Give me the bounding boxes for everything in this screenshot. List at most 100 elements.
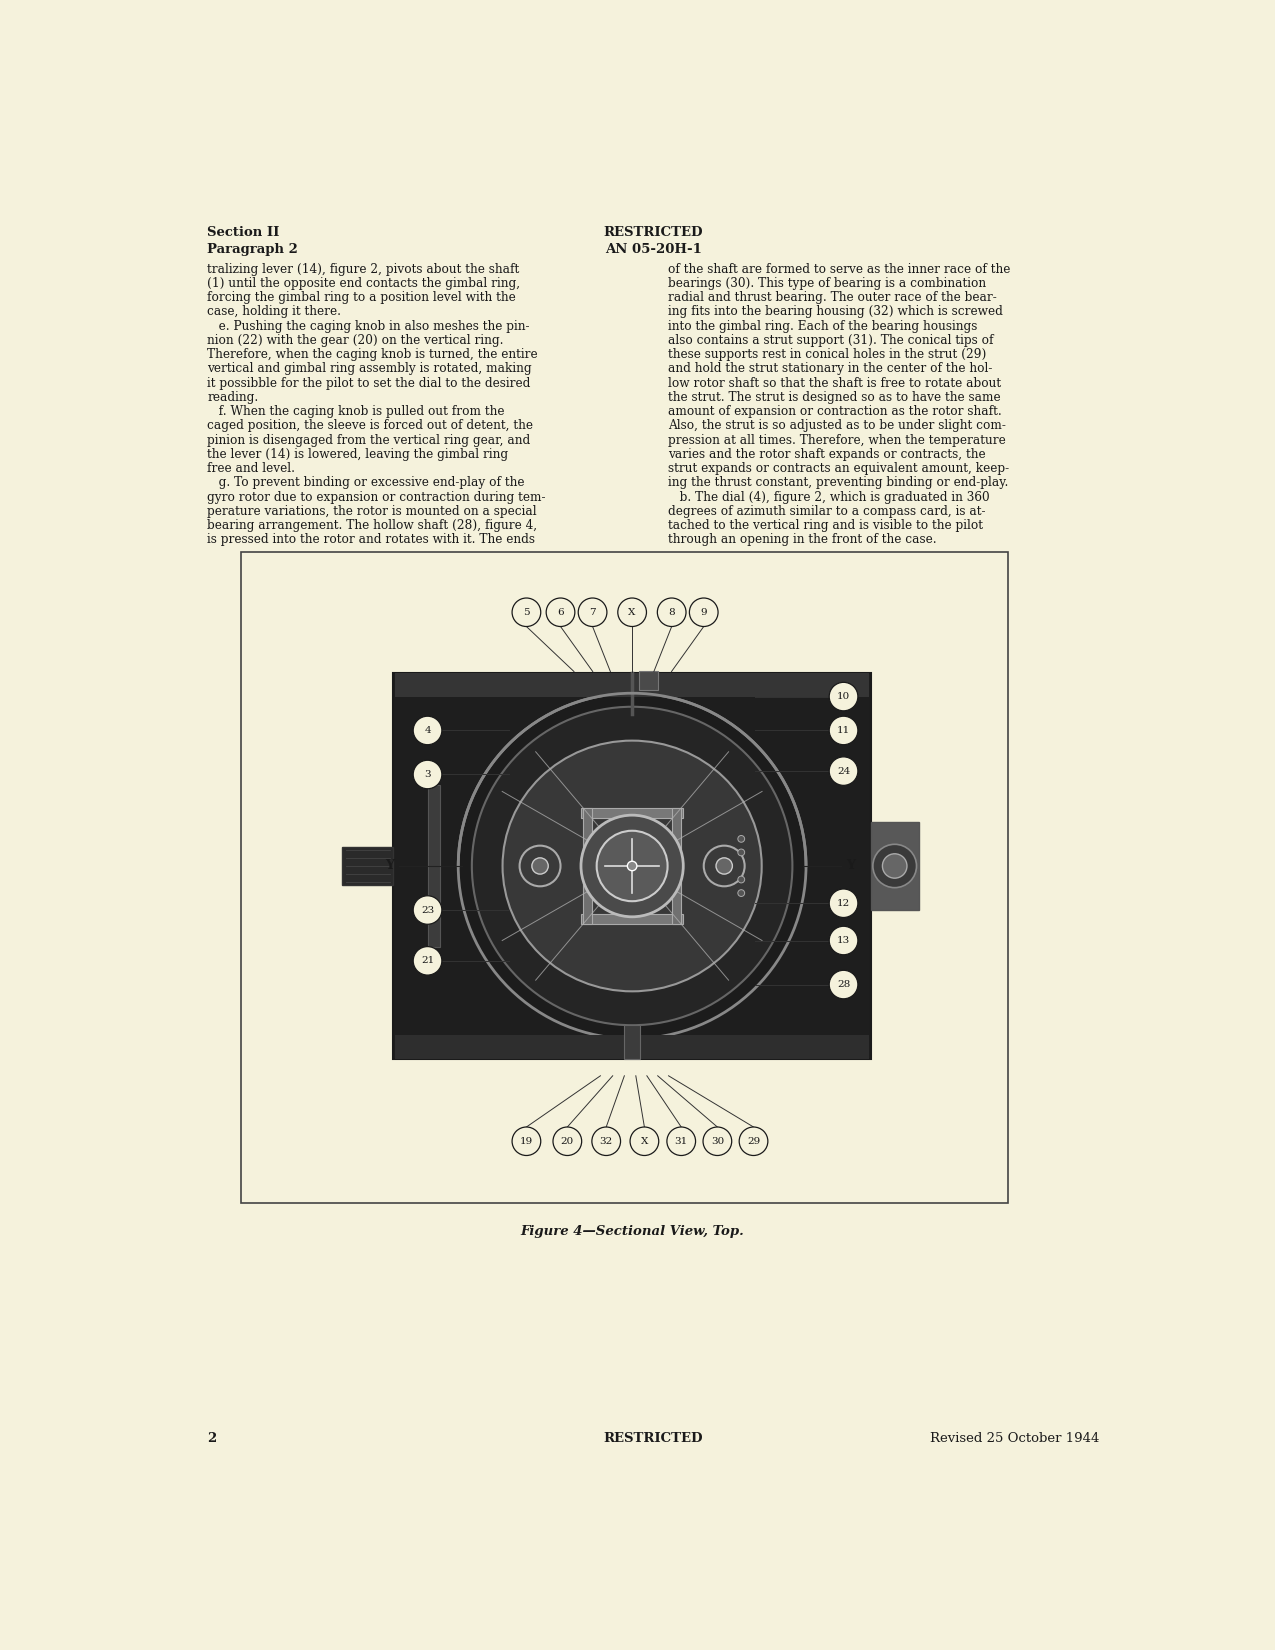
Circle shape	[829, 716, 858, 744]
Text: 11: 11	[836, 726, 850, 734]
Text: 24: 24	[836, 767, 850, 775]
FancyBboxPatch shape	[581, 914, 683, 924]
FancyBboxPatch shape	[639, 672, 658, 690]
Text: 13: 13	[836, 936, 850, 945]
Circle shape	[472, 706, 792, 1025]
FancyBboxPatch shape	[623, 1025, 640, 1059]
Text: of the shaft are formed to serve as the inner race of the: of the shaft are formed to serve as the …	[668, 262, 1011, 276]
Text: Section II: Section II	[208, 226, 279, 239]
Circle shape	[658, 597, 686, 627]
Circle shape	[829, 970, 858, 998]
Text: Figure 4—Sectional View, Top.: Figure 4—Sectional View, Top.	[520, 1226, 745, 1238]
Text: degrees of azimuth similar to a compass card, is at-: degrees of azimuth similar to a compass …	[668, 505, 986, 518]
Circle shape	[704, 846, 745, 886]
Text: pression at all times. Therefore, when the temperature: pression at all times. Therefore, when t…	[668, 434, 1006, 447]
Circle shape	[520, 846, 561, 886]
Text: radial and thrust bearing. The outer race of the bear-: radial and thrust bearing. The outer rac…	[668, 290, 997, 304]
Text: tralizing lever (14), figure 2, pivots about the shaft: tralizing lever (14), figure 2, pivots a…	[208, 262, 520, 276]
Text: these supports rest in conical holes in the strut (29): these supports rest in conical holes in …	[668, 348, 987, 361]
Text: 23: 23	[421, 906, 435, 914]
Text: X: X	[641, 1137, 648, 1145]
Circle shape	[413, 761, 442, 789]
Text: Revised 25 October 1944: Revised 25 October 1944	[929, 1432, 1099, 1444]
Text: reading.: reading.	[208, 391, 259, 404]
Text: b. The dial (4), figure 2, which is graduated in 360: b. The dial (4), figure 2, which is grad…	[668, 490, 989, 503]
Text: Y: Y	[845, 860, 854, 873]
Text: Y: Y	[385, 860, 394, 873]
Text: (1) until the opposite end contacts the gimbal ring,: (1) until the opposite end contacts the …	[208, 277, 520, 290]
FancyBboxPatch shape	[395, 1036, 870, 1059]
Text: ing fits into the bearing housing (32) which is screwed: ing fits into the bearing housing (32) w…	[668, 305, 1003, 318]
Text: 10: 10	[836, 691, 850, 701]
Text: amount of expansion or contraction as the rotor shaft.: amount of expansion or contraction as th…	[668, 406, 1002, 417]
Circle shape	[690, 597, 718, 627]
Circle shape	[829, 926, 858, 955]
Circle shape	[532, 858, 548, 874]
Text: 32: 32	[599, 1137, 613, 1145]
Text: 4: 4	[425, 726, 431, 734]
Text: 8: 8	[668, 607, 674, 617]
Circle shape	[513, 597, 541, 627]
Text: 9: 9	[700, 607, 708, 617]
Text: 7: 7	[589, 607, 595, 617]
Text: RESTRICTED: RESTRICTED	[603, 1432, 704, 1444]
Text: g. To prevent binding or excessive end-play of the: g. To prevent binding or excessive end-p…	[208, 477, 525, 490]
Text: Also, the strut is so adjusted as to be under slight com-: Also, the strut is so adjusted as to be …	[668, 419, 1006, 432]
Circle shape	[738, 850, 745, 856]
FancyBboxPatch shape	[427, 785, 440, 947]
Circle shape	[579, 597, 607, 627]
Circle shape	[592, 1127, 621, 1155]
Circle shape	[738, 876, 745, 883]
Text: into the gimbal ring. Each of the bearing housings: into the gimbal ring. Each of the bearin…	[668, 320, 978, 333]
Ellipse shape	[502, 741, 761, 992]
Circle shape	[413, 947, 442, 975]
FancyBboxPatch shape	[394, 673, 871, 1059]
Bar	[241, 553, 1009, 1203]
Circle shape	[618, 597, 646, 627]
Text: is pressed into the rotor and rotates with it. The ends: is pressed into the rotor and rotates wi…	[208, 533, 536, 546]
Circle shape	[738, 889, 745, 896]
Circle shape	[738, 835, 745, 842]
FancyBboxPatch shape	[342, 848, 394, 884]
FancyBboxPatch shape	[395, 673, 870, 696]
FancyBboxPatch shape	[583, 808, 592, 924]
Circle shape	[597, 830, 668, 901]
Circle shape	[882, 853, 907, 878]
Text: caged position, the sleeve is forced out of detent, the: caged position, the sleeve is forced out…	[208, 419, 533, 432]
Text: the lever (14) is lowered, leaving the gimbal ring: the lever (14) is lowered, leaving the g…	[208, 447, 509, 460]
Circle shape	[703, 1127, 732, 1155]
Text: varies and the rotor shaft expands or contracts, the: varies and the rotor shaft expands or co…	[668, 447, 986, 460]
Text: vertical and gimbal ring assembly is rotated, making: vertical and gimbal ring assembly is rot…	[208, 363, 532, 376]
Text: pinion is disengaged from the vertical ring gear, and: pinion is disengaged from the vertical r…	[208, 434, 530, 447]
FancyBboxPatch shape	[581, 808, 683, 818]
Text: 28: 28	[836, 980, 850, 988]
Circle shape	[667, 1127, 696, 1155]
Text: strut expands or contracts an equivalent amount, keep-: strut expands or contracts an equivalent…	[668, 462, 1010, 475]
Circle shape	[627, 861, 638, 871]
Text: it possibble for the pilot to set the dial to the desired: it possibble for the pilot to set the di…	[208, 376, 530, 389]
Text: 6: 6	[557, 607, 564, 617]
FancyBboxPatch shape	[672, 808, 681, 924]
Text: forcing the gimbal ring to a position level with the: forcing the gimbal ring to a position le…	[208, 290, 516, 304]
Circle shape	[740, 1127, 768, 1155]
Circle shape	[829, 683, 858, 711]
Circle shape	[413, 716, 442, 744]
Text: 31: 31	[674, 1137, 687, 1145]
Text: Therefore, when the caging knob is turned, the entire: Therefore, when the caging knob is turne…	[208, 348, 538, 361]
Text: bearings (30). This type of bearing is a combination: bearings (30). This type of bearing is a…	[668, 277, 987, 290]
FancyBboxPatch shape	[871, 822, 918, 911]
Text: 5: 5	[523, 607, 529, 617]
Text: tached to the vertical ring and is visible to the pilot: tached to the vertical ring and is visib…	[668, 520, 983, 531]
Text: X: X	[629, 607, 636, 617]
Text: gyro rotor due to expansion or contraction during tem-: gyro rotor due to expansion or contracti…	[208, 490, 546, 503]
Text: 29: 29	[747, 1137, 760, 1145]
Text: RESTRICTED: RESTRICTED	[603, 226, 704, 239]
Circle shape	[581, 815, 683, 917]
Text: f. When the caging knob is pulled out from the: f. When the caging knob is pulled out fr…	[208, 406, 505, 417]
Text: and hold the strut stationary in the center of the hol-: and hold the strut stationary in the cen…	[668, 363, 992, 376]
Circle shape	[829, 757, 858, 785]
Text: ing the thrust constant, preventing binding or end-play.: ing the thrust constant, preventing bind…	[668, 477, 1009, 490]
Text: AN 05-20H-1: AN 05-20H-1	[606, 244, 701, 256]
Text: perature variations, the rotor is mounted on a special: perature variations, the rotor is mounte…	[208, 505, 537, 518]
Text: 21: 21	[421, 957, 435, 965]
